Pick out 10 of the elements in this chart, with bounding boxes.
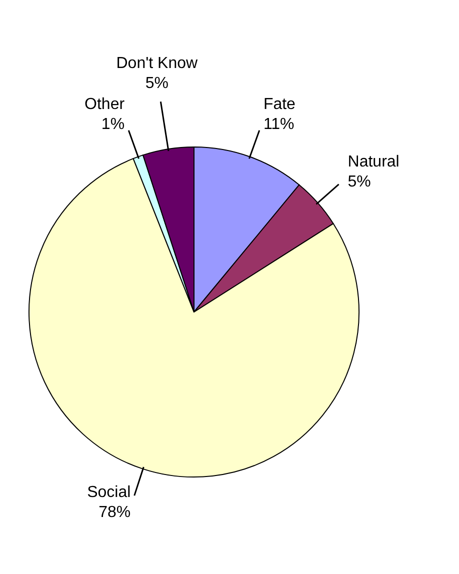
slice-label: Other xyxy=(84,96,126,114)
slice-label: Fate xyxy=(263,96,296,114)
data-label: 11% xyxy=(263,116,294,134)
data-label: 1% xyxy=(101,116,125,134)
slice-label: Don't Know xyxy=(116,54,198,72)
data-label: 5% xyxy=(348,173,371,190)
data-label: 78% xyxy=(98,504,131,521)
slice-label: Natural xyxy=(348,153,400,170)
data-label: 5% xyxy=(145,74,168,92)
slice-label: Social xyxy=(87,484,131,501)
